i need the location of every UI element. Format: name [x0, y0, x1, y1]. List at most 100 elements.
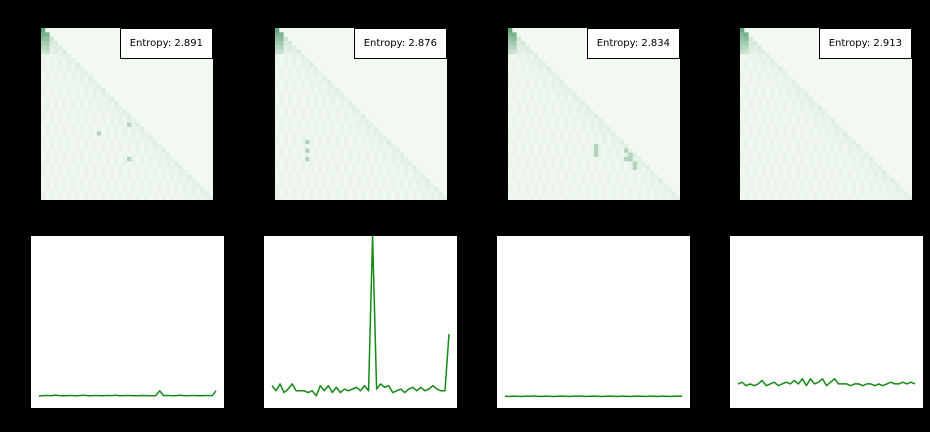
heatmap-cell — [283, 148, 289, 153]
heatmap-cell — [335, 152, 340, 158]
heatmap-cell — [546, 53, 552, 59]
heatmap-cell — [576, 45, 582, 50]
heatmap-cell — [326, 135, 332, 141]
heatmap-cell — [283, 144, 289, 149]
heatmap-cell — [529, 195, 535, 200]
heatmap-cell — [58, 105, 63, 110]
heatmap-cell — [279, 53, 284, 59]
heatmap-cell — [170, 105, 175, 110]
heatmap-cell — [425, 157, 431, 162]
heatmap-cell — [305, 152, 310, 158]
heatmap-cell — [96, 92, 102, 98]
heatmap-cell — [395, 71, 400, 76]
heatmap-cell — [114, 45, 119, 50]
heatmap-cell — [373, 58, 379, 63]
heatmap-cell — [787, 40, 792, 46]
heatmap-cell — [88, 66, 93, 72]
heatmap-cell — [598, 101, 603, 106]
heatmap-cell — [508, 131, 513, 136]
heatmap-cell — [152, 165, 158, 171]
heatmap-cell — [275, 96, 280, 102]
heatmap-cell — [330, 92, 336, 98]
heatmap-cell — [279, 79, 284, 85]
heatmap-cell — [581, 28, 586, 33]
heatmap-cell — [335, 36, 340, 42]
heatmap-cell — [508, 139, 513, 145]
heatmap-cell — [326, 126, 332, 132]
heatmap-cell — [520, 96, 526, 102]
heatmap-cell — [378, 135, 383, 141]
heatmap-cell — [208, 161, 213, 166]
heatmap-cell — [576, 182, 582, 188]
heatmap-cell — [195, 101, 201, 106]
heatmap-cell — [191, 144, 197, 149]
heatmap-cell — [525, 53, 530, 59]
heatmap-cell — [161, 148, 166, 153]
heatmap-cell — [322, 105, 327, 110]
heatmap-cell — [178, 71, 184, 76]
heatmap-cell — [624, 88, 629, 93]
heatmap-cell — [101, 92, 106, 98]
heatmap-cell — [322, 62, 327, 67]
heatmap-cell — [287, 161, 293, 166]
heatmap-cell — [279, 36, 284, 42]
heatmap-cell — [399, 96, 405, 102]
heatmap-cell — [208, 122, 213, 128]
heatmap-cell — [533, 148, 539, 153]
heatmap-cell — [581, 109, 586, 115]
heatmap-cell — [71, 101, 76, 106]
heatmap-cell — [559, 165, 565, 171]
heatmap-cell — [628, 152, 633, 158]
heatmap-cell — [71, 66, 76, 72]
heatmap-cell — [187, 178, 192, 184]
heatmap-cell — [275, 83, 280, 89]
heatmap-cell — [516, 118, 522, 123]
heatmap-cell — [170, 174, 175, 179]
heatmap-cell — [408, 174, 413, 179]
heatmap-cell — [434, 195, 439, 200]
heatmap-cell — [339, 62, 345, 67]
heatmap-cell — [581, 195, 586, 200]
heatmap-cell — [649, 131, 655, 136]
heatmap-cell — [283, 178, 289, 184]
heatmap-cell — [361, 174, 366, 179]
heatmap-cell — [352, 66, 357, 72]
heatmap-cell — [404, 187, 409, 192]
heatmap-cell — [144, 114, 149, 119]
heatmap-cell — [671, 187, 676, 192]
heatmap-cell — [92, 71, 98, 76]
heatmap-cell — [187, 135, 192, 141]
heatmap-cell — [576, 114, 582, 119]
heatmap-cell — [598, 126, 603, 132]
heatmap-cell — [516, 75, 522, 80]
heatmap-cell — [386, 122, 392, 128]
heatmap-cell — [182, 152, 188, 158]
heatmap-cell — [352, 187, 357, 192]
heatmap-cell — [546, 165, 552, 171]
heatmap-cell — [555, 79, 560, 85]
heatmap-cell — [71, 92, 76, 98]
heatmap-cell — [512, 174, 517, 179]
heatmap-cell — [399, 114, 405, 119]
heatmap-cell — [563, 92, 569, 98]
heatmap-cell — [662, 187, 668, 192]
heatmap-cell — [170, 66, 175, 72]
heatmap-cell — [589, 131, 595, 136]
heatmap-cell — [45, 53, 50, 59]
heatmap-cell — [287, 135, 293, 141]
heatmap-cell — [114, 66, 119, 72]
heatmap-cell — [606, 79, 612, 85]
heatmap-cell — [632, 118, 638, 123]
heatmap-cell — [637, 62, 642, 67]
heatmap-cell — [369, 144, 375, 149]
heatmap-cell — [783, 36, 788, 42]
heatmap-cell — [416, 75, 422, 80]
heatmap-cell — [182, 114, 188, 119]
heatmap-cell — [369, 169, 375, 175]
heatmap-cell — [75, 174, 80, 179]
heatmap-cell — [365, 182, 370, 188]
heatmap-cell — [533, 58, 539, 63]
heatmap-cell — [520, 40, 526, 46]
heatmap-cell — [408, 191, 413, 196]
heatmap-cell — [178, 148, 184, 153]
